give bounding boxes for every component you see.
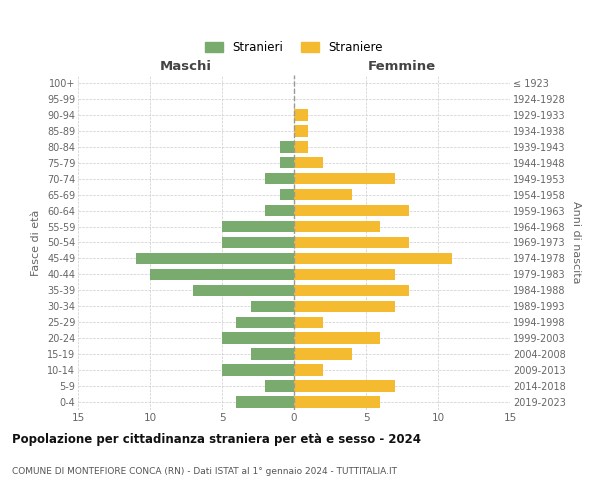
Bar xyxy=(294,189,352,200)
Bar xyxy=(236,316,294,328)
Bar xyxy=(294,157,323,168)
Bar xyxy=(294,316,323,328)
Bar xyxy=(222,221,294,232)
Bar xyxy=(294,332,380,344)
Bar xyxy=(222,364,294,376)
Bar xyxy=(280,141,294,152)
Bar xyxy=(294,237,409,248)
Bar xyxy=(222,237,294,248)
Bar xyxy=(294,141,308,152)
Bar xyxy=(222,332,294,344)
Bar xyxy=(251,348,294,360)
Bar xyxy=(280,189,294,200)
Text: Femmine: Femmine xyxy=(368,60,436,74)
Bar xyxy=(265,173,294,184)
Y-axis label: Fasce di età: Fasce di età xyxy=(31,210,41,276)
Text: Maschi: Maschi xyxy=(160,60,212,74)
Bar xyxy=(294,284,409,296)
Bar xyxy=(265,205,294,216)
Bar xyxy=(294,173,395,184)
Text: COMUNE DI MONTEFIORE CONCA (RN) - Dati ISTAT al 1° gennaio 2024 - TUTTITALIA.IT: COMUNE DI MONTEFIORE CONCA (RN) - Dati I… xyxy=(12,468,397,476)
Bar xyxy=(294,205,409,216)
Bar xyxy=(193,284,294,296)
Bar xyxy=(294,252,452,264)
Bar xyxy=(294,125,308,136)
Bar xyxy=(294,109,308,120)
Bar xyxy=(294,380,395,392)
Legend: Stranieri, Straniere: Stranieri, Straniere xyxy=(202,38,386,58)
Bar xyxy=(294,221,380,232)
Bar xyxy=(251,300,294,312)
Bar xyxy=(294,396,380,408)
Bar xyxy=(294,300,395,312)
Bar xyxy=(136,252,294,264)
Bar xyxy=(150,268,294,280)
Bar xyxy=(265,380,294,392)
Bar xyxy=(280,157,294,168)
Y-axis label: Anni di nascita: Anni di nascita xyxy=(571,201,581,284)
Text: Popolazione per cittadinanza straniera per età e sesso - 2024: Popolazione per cittadinanza straniera p… xyxy=(12,432,421,446)
Bar xyxy=(236,396,294,408)
Bar xyxy=(294,348,352,360)
Bar xyxy=(294,268,395,280)
Bar xyxy=(294,364,323,376)
